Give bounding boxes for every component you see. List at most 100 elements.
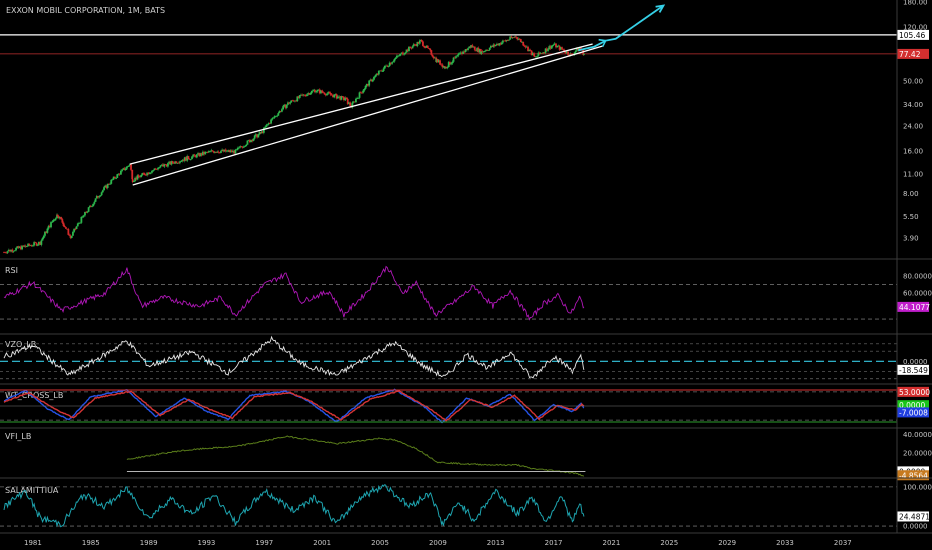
candle-body [188,159,191,160]
wt-line [3,388,585,424]
rsi-pane[interactable]: RSI 80.0000 60.0000 44.1077 [0,265,932,321]
candle-body [168,161,171,164]
candle-body [164,164,167,166]
candle-body [358,92,361,98]
candle-body [298,95,301,98]
candle-body [193,154,196,156]
candle-body [91,206,93,208]
candle-body [182,160,185,161]
candle-body [577,47,580,51]
candle-body [36,244,39,246]
candle-body [567,51,569,55]
candle-body [173,162,175,164]
candle-body [287,102,289,105]
candle-body [480,51,483,54]
candle-body [508,39,510,41]
candle-body [235,149,238,151]
candle-body [246,140,249,145]
candle-body [266,124,269,126]
candle-body [46,228,49,233]
candle-body [431,54,434,57]
candle-body [464,49,467,52]
candle-body [561,47,563,50]
candle-body [348,102,350,104]
candle-body [224,149,227,152]
candle-body [578,47,581,51]
candle-body [576,47,578,51]
candle-body [158,167,161,169]
candle-body [44,231,46,236]
candle-body [451,61,454,64]
candle-body [355,98,357,103]
candle-body [187,156,190,160]
candle-body [53,219,56,221]
candle-body [212,151,215,153]
candle-body [201,151,204,156]
candle-body [236,147,239,150]
candle-body [292,100,295,102]
candle-body [393,58,396,62]
candle-body [73,228,76,232]
candle-body [197,153,199,155]
candle-body [180,161,183,162]
candle-body [491,45,494,47]
candle-body [434,57,436,59]
candle-body [204,152,207,155]
candle-body [381,70,384,72]
candle-body [308,93,311,95]
candle-body [579,47,582,50]
candle-body [218,152,221,154]
candle-body [264,127,266,128]
candle-body [461,52,463,54]
candle-body [61,219,64,223]
salami-pane[interactable]: SALAMITTIUA 100.0000 0.0000 24.4871 [0,483,932,531]
resistance-badge-bg [897,29,929,40]
price-pane[interactable]: 180.00120.0080.0050.0034.0024.0016.0011.… [0,0,929,254]
candle-body [541,53,543,54]
candle-body [11,249,14,252]
candle-body [519,39,522,43]
candle-body [62,222,65,226]
candle-body [522,41,525,46]
candle-body [227,150,230,152]
candle-body [239,146,242,148]
vzo-pane[interactable]: VZO_LB 0.0000-18.5491 [0,335,932,380]
price-tick-label: 16.00 [903,147,923,155]
candle-body [27,243,30,247]
candle-body [272,117,275,119]
candle-body [429,48,432,51]
vfi-badge-value-bg [897,470,929,481]
price-tick-label: 180.00 [903,0,928,7]
candle-body [459,52,462,54]
rsi-badge: 44.1077 [899,303,930,312]
candle-body [171,161,174,163]
candle-body [338,96,340,98]
candle-body [408,46,410,51]
candle-body [527,46,529,52]
candle-body [216,151,219,153]
candle-body [3,251,5,253]
candle-body [228,150,231,153]
candle-body [496,43,498,45]
candle-body [530,50,533,56]
candle-body [66,228,69,230]
candle-body [349,102,352,106]
candle-body [101,190,104,193]
candle-body [288,102,290,104]
candle-body [573,52,576,55]
candle-body [223,149,226,152]
candle-body [248,140,251,143]
candle-body [274,116,277,117]
vzo-title: VZO_LB [5,340,36,349]
candle-body [113,176,116,179]
candle-body [86,211,89,213]
candle-body [70,235,73,238]
candle-body [33,242,36,246]
candle-body [291,100,294,102]
candle-body [300,94,302,96]
candle-body [276,115,279,117]
candle-body [510,36,513,38]
